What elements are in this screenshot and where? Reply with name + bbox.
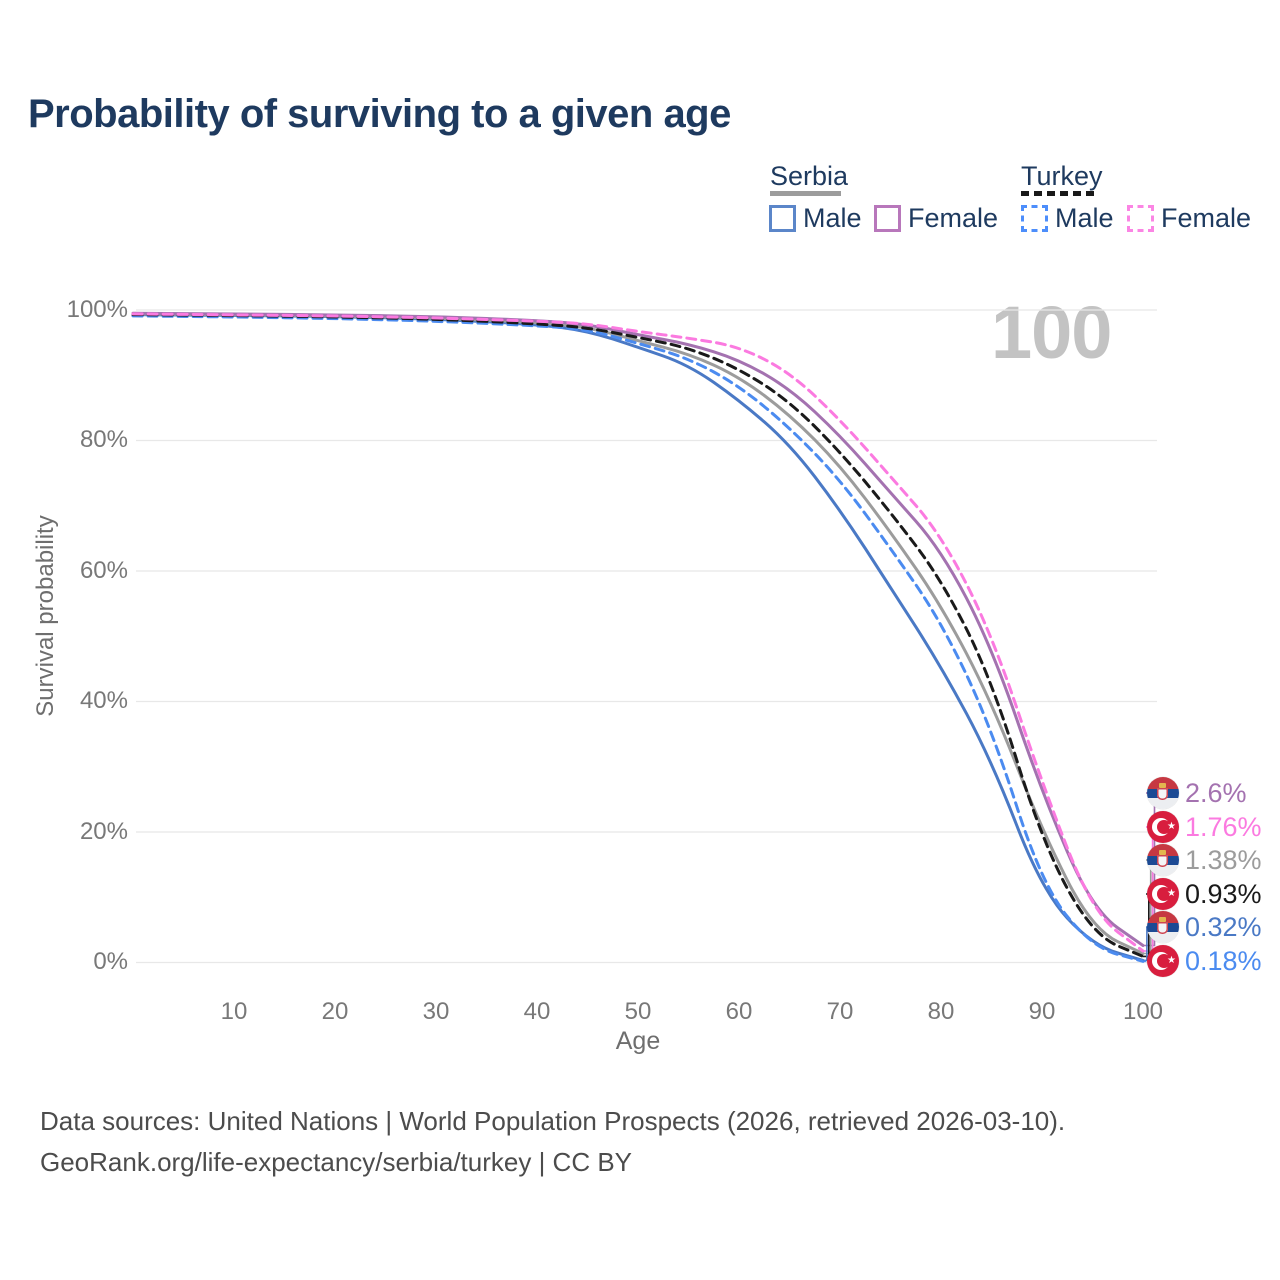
y-tick: 20% [79, 818, 128, 845]
x-tick: 40 [523, 998, 551, 1025]
y-tick: 40% [79, 687, 128, 714]
serbia-flag-icon: ★ [1147, 911, 1179, 943]
end-value: 1.38% [1185, 844, 1262, 875]
curve-serbia-female[interactable] [131, 311, 1145, 947]
turkey-flag-icon: ★ [1147, 878, 1179, 910]
x-tick: 90 [1028, 998, 1056, 1025]
legend-item-serbia-female[interactable]: Female [874, 203, 998, 234]
turkey-flag-icon: ★ [1147, 811, 1179, 843]
turkey-flag-icon: ★ [1147, 945, 1179, 977]
serbia-male-swatch-icon [769, 205, 796, 232]
age-watermark: 100 [991, 291, 1112, 374]
legend-label: Male [1055, 203, 1114, 233]
curve-serbia-total[interactable] [131, 312, 1145, 955]
x-tick: 10 [220, 998, 248, 1025]
data-sources-text: Data sources: United Nations | World Pop… [40, 1106, 1066, 1136]
x-tick: 20 [321, 998, 349, 1025]
legend-label: Female [1161, 203, 1252, 233]
y-tick: 80% [79, 426, 128, 453]
curve-turkey-male[interactable] [131, 314, 1145, 963]
x-tick: 80 [927, 998, 955, 1025]
serbia-flag-icon: ★ [1147, 777, 1179, 809]
x-tick: 30 [422, 998, 450, 1025]
x-tick: 70 [826, 998, 854, 1025]
y-tick: 100% [66, 296, 128, 323]
x-axis-title: Age [615, 1027, 661, 1055]
turkey-male-swatch-icon [1021, 205, 1048, 232]
curve-turkey-female[interactable] [131, 312, 1145, 953]
y-tick: 0% [93, 948, 128, 975]
x-tick: 100 [1122, 998, 1164, 1025]
end-label-turkey-total: ★ 0.93% [1147, 878, 1262, 910]
end-label-serbia-female: ★ 2.6% [1147, 777, 1247, 809]
end-label-serbia-total: ★ 1.38% [1147, 844, 1262, 876]
legend-serbia-total-line-swatch [770, 191, 841, 196]
page-title: Probability of surviving to a given age [28, 92, 731, 136]
end-value: 0.18% [1185, 945, 1262, 976]
y-tick: 60% [79, 557, 128, 584]
legend-item-turkey-male[interactable]: Male [1021, 203, 1114, 234]
end-label-serbia-male: ★ 0.32% [1147, 911, 1262, 943]
end-value: 0.93% [1185, 878, 1262, 909]
legend-item-serbia-male[interactable]: Male [769, 203, 862, 234]
serbia-flag-icon: ★ [1147, 844, 1179, 876]
legend-label: Female [908, 203, 999, 233]
serbia-female-swatch-icon [874, 205, 901, 232]
turkey-female-swatch-icon [1127, 205, 1154, 232]
end-value: 0.32% [1185, 911, 1262, 942]
end-label-turkey-male: ★ 0.18% [1147, 945, 1262, 977]
y-axis-title: Survival probability [32, 515, 59, 717]
x-tick: 60 [725, 998, 753, 1025]
legend-label: Male [803, 203, 862, 233]
end-label-turkey-female: ★ 1.76% [1147, 811, 1262, 843]
x-tick: 50 [624, 998, 652, 1025]
attribution-text: GeoRank.org/life-expectancy/serbia/turke… [40, 1147, 633, 1177]
end-value: 1.76% [1185, 811, 1262, 842]
legend-turkey-header[interactable]: Turkey [1021, 161, 1103, 191]
legend-item-turkey-female[interactable]: Female [1127, 203, 1251, 234]
end-value: 2.6% [1185, 777, 1247, 808]
legend-turkey-total-line-swatch [1021, 191, 1097, 196]
legend-serbia-header[interactable]: Serbia [770, 161, 849, 191]
